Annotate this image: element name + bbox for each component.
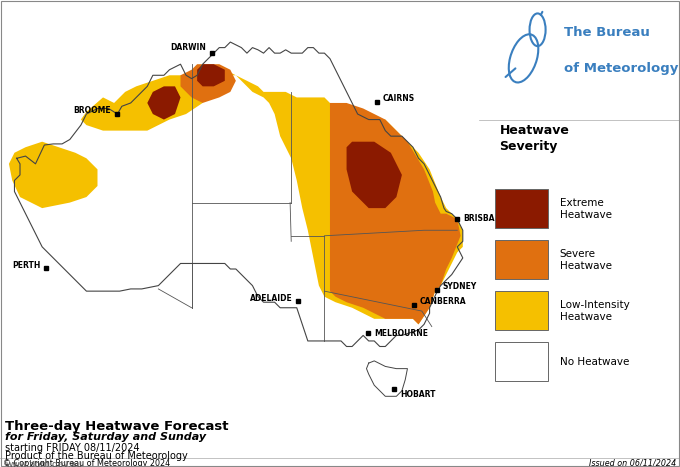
FancyBboxPatch shape	[496, 240, 547, 279]
Text: Extreme
Heatwave: Extreme Heatwave	[560, 198, 611, 219]
Text: Three-day Heatwave Forecast: Three-day Heatwave Forecast	[5, 420, 229, 433]
Text: © Copyright Bureau of Meteorology 2024: © Copyright Bureau of Meteorology 2024	[3, 459, 171, 467]
Text: Severe
Heatwave: Severe Heatwave	[560, 248, 611, 270]
Text: PERTH: PERTH	[12, 261, 41, 269]
Text: Issued on 06/11/2024: Issued on 06/11/2024	[590, 459, 677, 467]
Polygon shape	[330, 103, 460, 325]
Polygon shape	[367, 361, 407, 396]
Text: HOBART: HOBART	[400, 390, 435, 399]
Text: BRISBANE: BRISBANE	[463, 214, 507, 223]
Text: The Bureau: The Bureau	[564, 26, 649, 39]
Text: www.bom.gov.au: www.bom.gov.au	[5, 460, 82, 467]
Text: MELBOURNE: MELBOURNE	[374, 329, 428, 338]
Text: Product of the Bureau of Meteorology: Product of the Bureau of Meteorology	[5, 451, 188, 461]
Polygon shape	[81, 70, 463, 325]
Text: CANBERRA: CANBERRA	[420, 297, 466, 306]
Polygon shape	[197, 64, 225, 86]
Text: for Friday, Saturday and Sunday: for Friday, Saturday and Sunday	[5, 432, 207, 442]
Text: SYDNEY: SYDNEY	[443, 282, 477, 291]
Polygon shape	[9, 142, 97, 208]
Text: ADELAIDE: ADELAIDE	[250, 294, 292, 303]
Text: BROOME: BROOME	[73, 106, 111, 115]
FancyBboxPatch shape	[496, 291, 547, 330]
Polygon shape	[180, 64, 236, 103]
Text: Low-Intensity
Heatwave: Low-Intensity Heatwave	[560, 300, 630, 322]
Polygon shape	[14, 42, 463, 347]
Text: CAIRNS: CAIRNS	[383, 94, 415, 103]
Text: starting FRIDAY 08/11/2024: starting FRIDAY 08/11/2024	[5, 443, 140, 453]
Polygon shape	[347, 142, 402, 208]
Polygon shape	[148, 86, 180, 120]
Text: DARWIN: DARWIN	[171, 42, 207, 52]
Text: No Heatwave: No Heatwave	[560, 357, 629, 367]
Text: Heatwave
Severity: Heatwave Severity	[499, 124, 569, 153]
FancyBboxPatch shape	[496, 189, 547, 228]
FancyBboxPatch shape	[496, 342, 547, 381]
Text: of Meteorology: of Meteorology	[564, 63, 678, 76]
